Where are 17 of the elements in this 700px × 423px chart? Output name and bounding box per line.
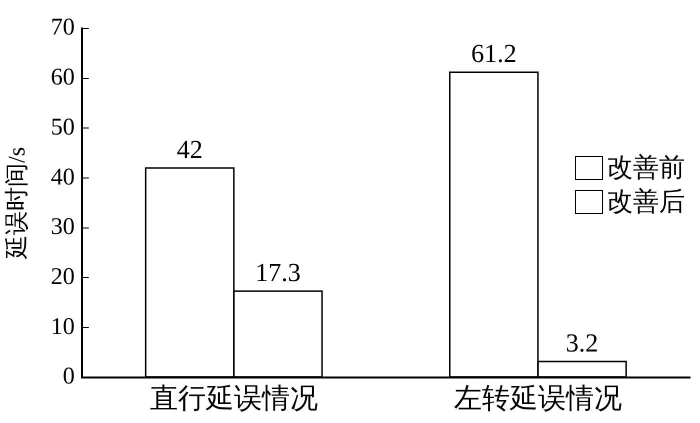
y-tick-label: 60 [50,64,75,91]
y-tick-label: 70 [50,14,75,41]
y-tick-label: 50 [50,114,75,140]
y-tick-label: 10 [50,314,75,340]
x-tick-label: 左转延误情况 [454,384,622,415]
y-tick-label: 0 [62,364,75,390]
y-tick-label: 40 [50,164,75,190]
text: 改善前 [607,152,685,184]
data-label: 42 [176,134,203,164]
data-label: 17.3 [255,258,301,287]
y-tick-label: 20 [50,264,75,290]
x-tick-label: 直行延误情况 [150,384,318,415]
text: 改善后 [607,186,685,218]
y-axis-title: 延误时间/s [4,146,31,260]
data-label: 61.2 [471,39,517,68]
y-tick-label: 30 [50,214,75,240]
data-label: 3.2 [566,328,598,358]
